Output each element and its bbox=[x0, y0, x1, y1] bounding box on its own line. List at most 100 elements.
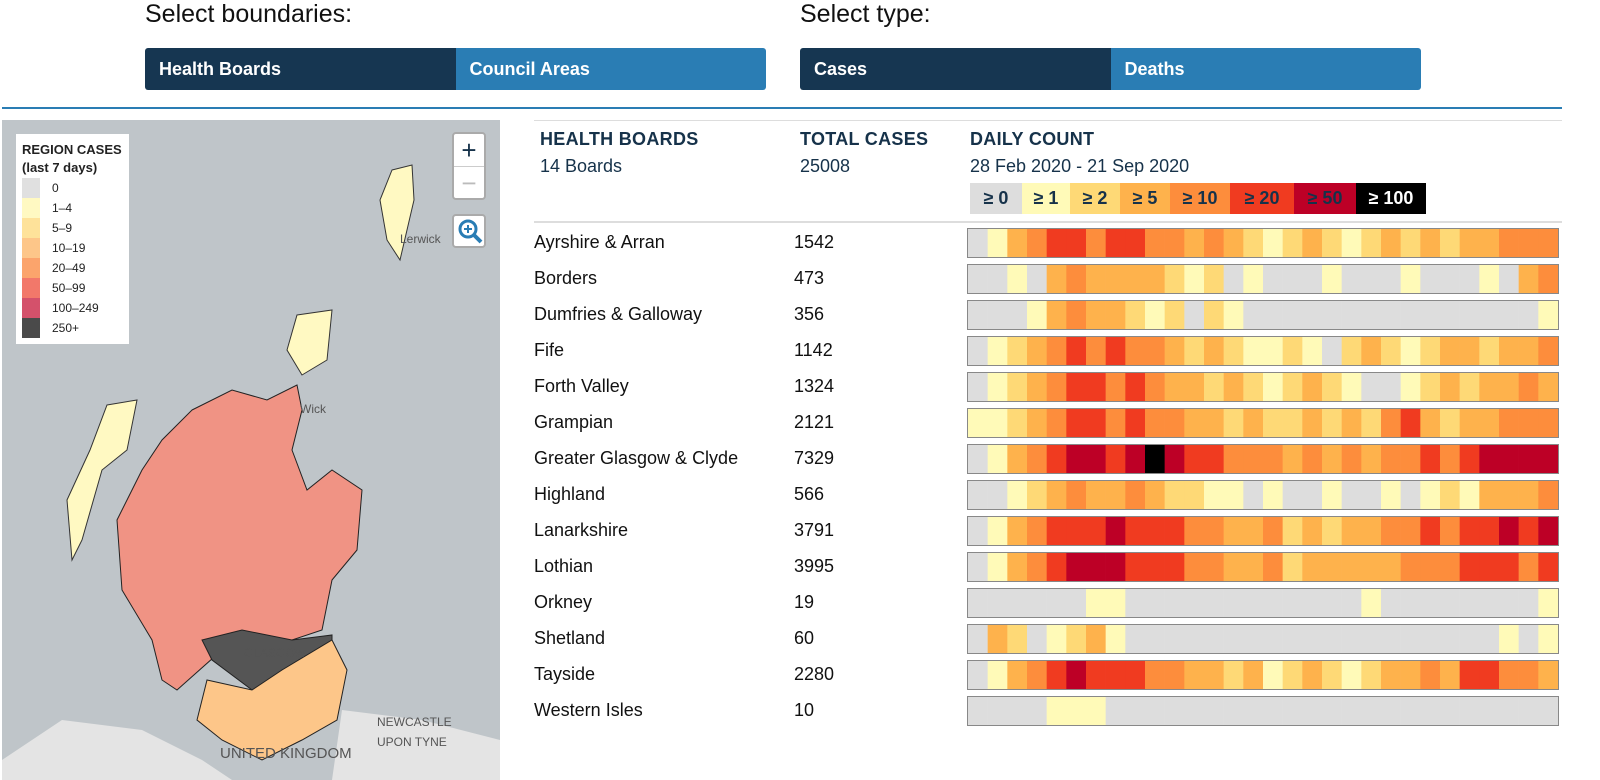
day-cell bbox=[1145, 337, 1165, 365]
legend-swatch bbox=[22, 218, 40, 238]
day-cell bbox=[1341, 445, 1362, 473]
day-cell bbox=[1400, 409, 1421, 437]
day-cell bbox=[1184, 229, 1205, 257]
strip-border bbox=[967, 444, 1559, 474]
day-cell bbox=[1302, 265, 1323, 293]
toggle-button[interactable]: Council Areas bbox=[455, 48, 766, 90]
region bbox=[196, 639, 348, 761]
day-cell bbox=[1282, 661, 1303, 689]
day-cell bbox=[1223, 589, 1244, 617]
region bbox=[379, 164, 415, 262]
day-cell bbox=[1145, 661, 1165, 689]
region-name: Shetland bbox=[534, 628, 606, 648]
day-cell bbox=[1341, 697, 1362, 725]
toggle-button[interactable]: Health Boards bbox=[145, 48, 456, 90]
map[interactable]: REGION CASES (last 7 days) 0 1–4 5–9 10–19 2… bbox=[2, 120, 500, 780]
day-cell bbox=[1381, 445, 1401, 473]
day-cell bbox=[1459, 301, 1480, 329]
legend-item: 250+ bbox=[22, 318, 123, 338]
day-cell bbox=[1086, 481, 1106, 509]
day-cell bbox=[1164, 517, 1185, 545]
day-cell bbox=[1322, 229, 1342, 257]
day-cell bbox=[1499, 517, 1519, 545]
day-cell bbox=[1479, 661, 1500, 689]
day-cell bbox=[1263, 229, 1283, 257]
day-cell bbox=[1361, 301, 1382, 329]
day-cell bbox=[1499, 337, 1519, 365]
day-cell bbox=[1440, 301, 1460, 329]
daily-strip bbox=[967, 516, 1559, 546]
day-cell bbox=[1361, 697, 1382, 725]
region-name: Fife bbox=[534, 340, 565, 360]
legend-item: 0 bbox=[22, 178, 123, 198]
day-cell bbox=[1046, 265, 1067, 293]
day-cell bbox=[1046, 697, 1067, 725]
day-cell bbox=[1400, 229, 1421, 257]
daily-strip bbox=[967, 300, 1559, 330]
day-cell bbox=[1381, 373, 1401, 401]
total-cases: 25008 bbox=[800, 156, 851, 176]
day-cell bbox=[1479, 445, 1500, 473]
day-cell bbox=[1046, 373, 1067, 401]
day-cell bbox=[1459, 337, 1480, 365]
zoom-fit[interactable] bbox=[452, 214, 486, 248]
day-cell bbox=[1440, 697, 1460, 725]
day-cell bbox=[1086, 589, 1106, 617]
zoom-out[interactable]: − bbox=[454, 166, 484, 199]
day-cell bbox=[1125, 517, 1146, 545]
divider bbox=[2, 107, 1562, 109]
day-cell bbox=[1066, 481, 1087, 509]
day-cell bbox=[1145, 301, 1165, 329]
day-cell bbox=[1400, 589, 1421, 617]
region-name: Lothian bbox=[534, 556, 594, 576]
daily-strip bbox=[967, 696, 1559, 726]
day-cell bbox=[1243, 409, 1264, 437]
day-cell bbox=[1459, 517, 1480, 545]
zoom-in[interactable]: + bbox=[461, 135, 477, 165]
day-cell bbox=[1282, 697, 1303, 725]
day-cell bbox=[1499, 373, 1519, 401]
day-cell bbox=[1007, 481, 1028, 509]
day-cell bbox=[1282, 301, 1303, 329]
region-name: Dumfries & Galloway bbox=[534, 304, 703, 324]
day-cell bbox=[1125, 409, 1146, 437]
day-cell bbox=[1145, 517, 1165, 545]
day-cell bbox=[1420, 265, 1441, 293]
legend-chip: ≥ 100 bbox=[1356, 183, 1426, 214]
legend-chip: ≥ 50 bbox=[1294, 183, 1356, 214]
day-cell bbox=[1459, 265, 1480, 293]
day-cell bbox=[1263, 409, 1283, 437]
day-cell bbox=[1007, 445, 1028, 473]
day-cell bbox=[1184, 589, 1205, 617]
day-cell bbox=[1479, 589, 1500, 617]
daily-strip bbox=[967, 588, 1559, 618]
day-cell bbox=[1459, 661, 1480, 689]
day-cell bbox=[1086, 517, 1106, 545]
day-cell bbox=[1007, 229, 1028, 257]
day-cell bbox=[1145, 409, 1165, 437]
day-cell bbox=[1086, 337, 1106, 365]
day-cell bbox=[1420, 409, 1441, 437]
region-name: Grampian bbox=[534, 412, 614, 432]
day-cell bbox=[1204, 265, 1224, 293]
day-cell bbox=[1263, 301, 1283, 329]
day-cell bbox=[1027, 301, 1047, 329]
toggle-button[interactable]: Cases bbox=[800, 48, 1111, 90]
day-cell bbox=[1066, 337, 1087, 365]
land bbox=[332, 710, 500, 780]
day-cell bbox=[1302, 229, 1323, 257]
day-cell bbox=[1046, 481, 1067, 509]
day-cell bbox=[1145, 589, 1165, 617]
day-cell bbox=[1400, 517, 1421, 545]
day-cell bbox=[1400, 661, 1421, 689]
day-cell bbox=[1145, 553, 1165, 581]
day-cell bbox=[1066, 517, 1087, 545]
day-cell bbox=[1538, 481, 1559, 509]
region-name: Borders bbox=[534, 268, 598, 288]
day-cell bbox=[987, 517, 1008, 545]
toggle-button[interactable]: Deaths bbox=[1110, 48, 1421, 90]
region-total: 19 bbox=[794, 592, 815, 612]
region-total: 2280 bbox=[794, 664, 835, 684]
day-cell bbox=[1066, 661, 1087, 689]
day-cell bbox=[1125, 229, 1146, 257]
